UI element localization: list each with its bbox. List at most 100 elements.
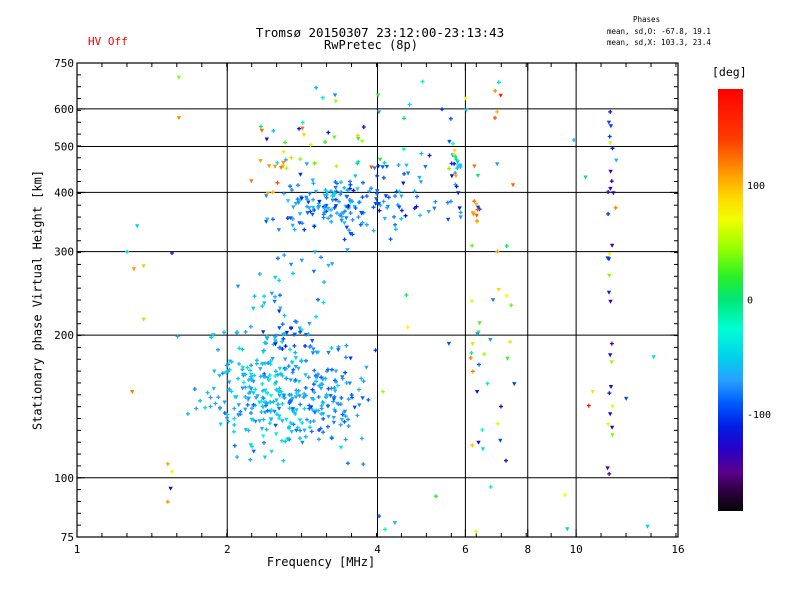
echo-point-o — [268, 409, 273, 414]
echo-point-o — [252, 373, 257, 378]
echo-point-o — [563, 492, 567, 497]
echo-point-o — [415, 194, 419, 199]
echo-point-o — [232, 443, 237, 448]
echo-point-x — [257, 400, 262, 405]
echo-point-o — [248, 368, 252, 373]
echo-point-o — [335, 383, 340, 388]
echo-point-o — [346, 424, 351, 429]
echo-point-o — [170, 251, 174, 255]
echo-point-o — [279, 372, 284, 377]
echo-point-o — [335, 181, 339, 186]
echo-point-o — [209, 335, 214, 340]
echo-point-x — [453, 174, 459, 179]
echo-point-x — [281, 160, 286, 165]
echo-point-o — [278, 293, 282, 298]
echo-point-x — [464, 108, 469, 113]
echo-point-o — [262, 371, 267, 376]
echo-point-x — [608, 124, 614, 129]
echo-point-o — [243, 329, 248, 334]
echo-point-x — [297, 394, 302, 399]
echo-point-o — [194, 406, 199, 411]
echo-point-o — [273, 294, 278, 299]
echo-point-o — [316, 395, 321, 399]
echo-point-o — [332, 394, 337, 399]
echo-point-x — [324, 203, 329, 208]
echo-point-o — [241, 380, 246, 385]
echo-point-o — [321, 430, 326, 435]
echo-point-x — [265, 217, 270, 222]
echo-point-o — [275, 180, 280, 185]
echo-point-o — [342, 419, 347, 424]
echo-point-x — [355, 187, 360, 192]
y-tick-label: 75 — [61, 531, 74, 544]
echo-point-o — [259, 410, 264, 414]
echo-point-o — [275, 160, 280, 165]
echo-point-o — [232, 406, 237, 411]
echo-point-x — [344, 225, 349, 230]
echo-point-o — [402, 116, 407, 121]
echo-point-x — [222, 400, 227, 405]
echo-point-x — [235, 284, 241, 289]
echo-point-o — [393, 194, 397, 198]
echo-point-o — [480, 427, 485, 432]
echo-point-o — [289, 188, 294, 192]
echo-point-o — [246, 428, 251, 433]
echo-point-x — [474, 202, 479, 207]
echo-point-o — [350, 217, 355, 222]
echo-point-o — [419, 151, 424, 156]
echo-point-o — [382, 160, 387, 165]
echo-point-x — [399, 194, 404, 199]
echo-point-o — [350, 199, 355, 204]
x-tick-label: 6 — [462, 543, 469, 556]
echo-point-o — [355, 413, 360, 418]
echo-point-o — [309, 429, 314, 434]
echo-point-o — [364, 222, 369, 227]
echo-point-x — [452, 149, 457, 153]
echo-point-x — [472, 164, 477, 169]
echo-point-o — [291, 367, 296, 372]
echo-point-o — [125, 249, 130, 254]
echo-point-x — [449, 174, 455, 179]
echo-point-x — [272, 164, 278, 169]
echo-point-o — [606, 190, 611, 194]
echo-point-o — [310, 387, 315, 392]
echo-point-x — [607, 252, 612, 257]
echo-point-o — [344, 343, 349, 348]
echo-point-x — [331, 194, 337, 199]
echo-point-o — [322, 206, 327, 210]
echo-point-o — [237, 346, 242, 351]
echo-point-x — [404, 163, 409, 168]
echo-point-x — [321, 412, 326, 417]
echo-point-x — [495, 162, 500, 167]
echo-point-x — [352, 405, 357, 410]
echo-point-o — [331, 399, 336, 404]
echo-point-x — [273, 339, 278, 344]
echo-point-o — [281, 191, 286, 196]
echo-point-o — [320, 400, 325, 405]
echo-point-x — [376, 202, 381, 207]
echo-point-x — [353, 174, 358, 179]
echo-point-o — [281, 149, 286, 154]
echo-point-x — [326, 263, 331, 268]
echo-point-x — [273, 342, 278, 347]
echo-point-o — [607, 391, 612, 396]
echo-point-x — [330, 198, 335, 203]
echo-point-o — [312, 224, 317, 229]
echo-point-o — [287, 424, 292, 429]
echo-point-o — [312, 161, 317, 166]
echo-point-x — [288, 378, 293, 383]
echo-point-o — [192, 387, 197, 391]
echo-point-x — [272, 409, 277, 414]
echo-point-o — [470, 243, 475, 248]
echo-point-o — [608, 109, 613, 114]
echo-point-o — [307, 403, 312, 408]
echo-point-o — [316, 297, 320, 302]
echo-point-x — [269, 449, 274, 454]
echo-point-o — [470, 299, 474, 303]
echo-point-o — [329, 207, 333, 212]
echo-point-x — [309, 405, 314, 410]
y-tick-label: 300 — [54, 246, 74, 259]
echo-point-o — [273, 374, 278, 378]
echo-point-x — [294, 428, 299, 433]
echo-point-o — [254, 358, 259, 363]
